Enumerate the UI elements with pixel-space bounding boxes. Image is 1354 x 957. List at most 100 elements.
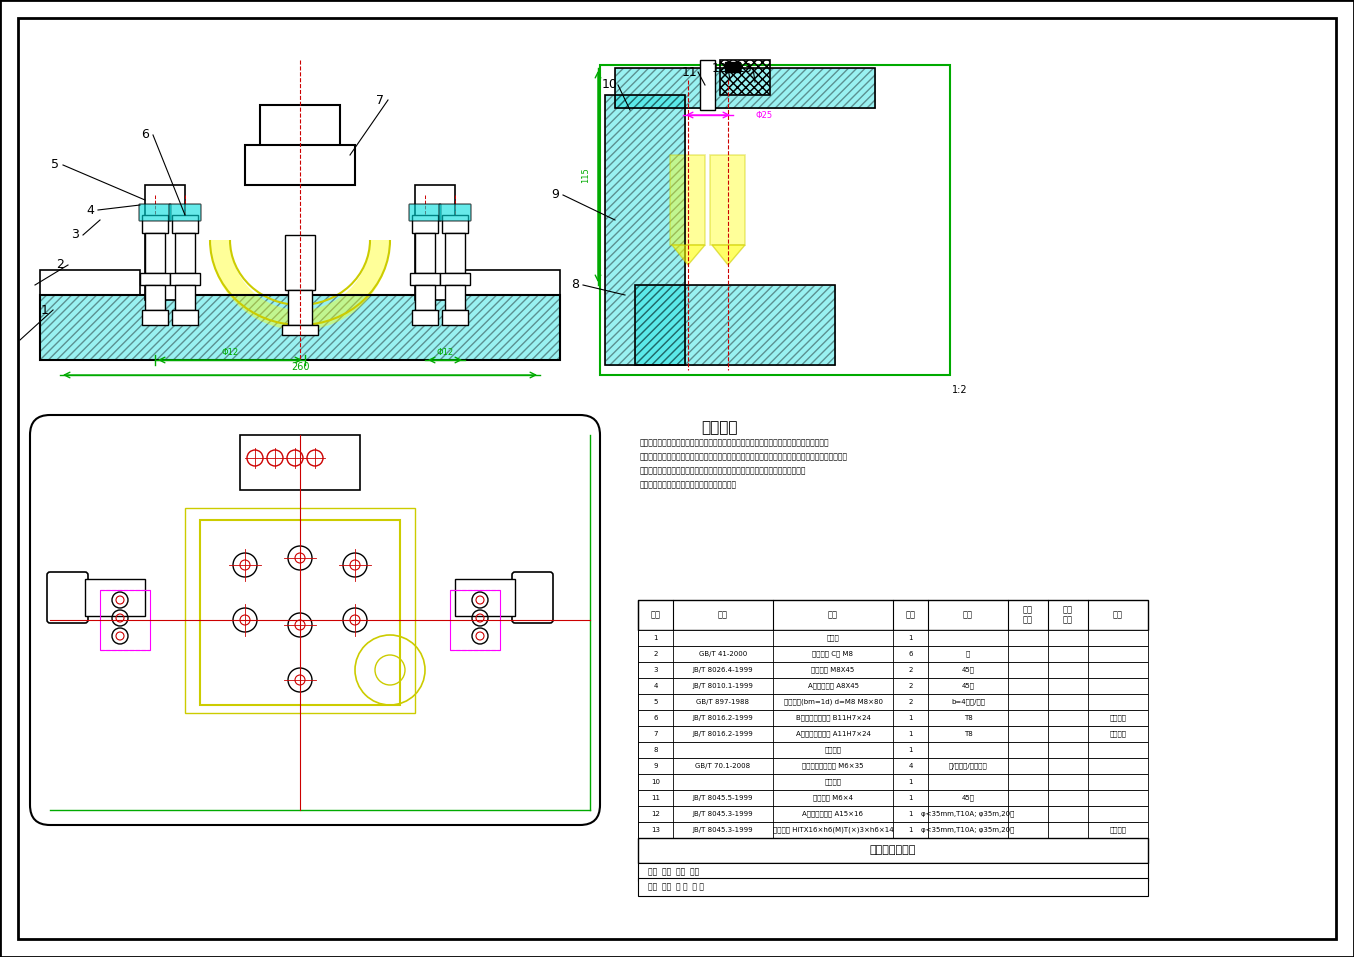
- Text: Φ12: Φ12: [436, 348, 454, 357]
- Bar: [245, 145, 355, 185]
- Bar: [638, 863, 1148, 881]
- Text: 夹具体: 夹具体: [827, 634, 839, 641]
- Text: b=4，规/材料: b=4，规/材料: [951, 699, 984, 705]
- Text: 10: 10: [603, 78, 617, 92]
- Text: 规格材料: 规格材料: [1109, 731, 1127, 737]
- Text: JB/T 8026.4-1999: JB/T 8026.4-1999: [693, 667, 753, 673]
- Text: GB/T 897-1988: GB/T 897-1988: [696, 699, 750, 705]
- Text: 115: 115: [581, 167, 590, 183]
- FancyBboxPatch shape: [30, 415, 600, 825]
- Bar: [414, 185, 455, 300]
- Bar: [175, 233, 195, 273]
- Text: 调节支承 M8X45: 调节支承 M8X45: [811, 667, 854, 674]
- Bar: [145, 285, 165, 310]
- Text: 1: 1: [909, 635, 913, 641]
- Text: 钻套螺钉 M6×4: 钻套螺钉 M6×4: [812, 794, 853, 801]
- Text: A型移动压板 A8X45: A型移动压板 A8X45: [807, 682, 858, 689]
- FancyBboxPatch shape: [439, 204, 471, 221]
- Text: 8: 8: [653, 747, 658, 753]
- Bar: [700, 60, 715, 110]
- Bar: [414, 233, 435, 273]
- Text: Φ25: Φ25: [756, 110, 772, 120]
- Text: T8: T8: [964, 731, 972, 737]
- FancyBboxPatch shape: [47, 572, 88, 623]
- Text: 2: 2: [654, 651, 658, 657]
- Text: B型固定式定位销 B11H7×24: B型固定式定位销 B11H7×24: [796, 715, 871, 722]
- Bar: [450, 590, 500, 650]
- Bar: [100, 590, 150, 650]
- Bar: [185, 508, 414, 713]
- Bar: [638, 790, 1148, 806]
- Text: 260: 260: [291, 362, 309, 372]
- Text: JB/T 8045.3-1999: JB/T 8045.3-1999: [693, 827, 753, 833]
- Bar: [441, 310, 468, 325]
- Text: GB/T 70.1-2008: GB/T 70.1-2008: [696, 763, 750, 769]
- Text: 4: 4: [87, 204, 93, 216]
- Bar: [41, 295, 561, 360]
- Text: 13: 13: [651, 827, 659, 833]
- Text: 1: 1: [909, 731, 913, 737]
- Text: 比例  日期  共 页  第 页: 比例 日期 共 页 第 页: [649, 882, 704, 892]
- Text: 1: 1: [909, 827, 913, 833]
- Bar: [605, 95, 685, 365]
- Text: 11: 11: [651, 795, 659, 801]
- Text: 2: 2: [909, 683, 913, 689]
- FancyBboxPatch shape: [409, 204, 441, 221]
- Polygon shape: [672, 245, 705, 265]
- Bar: [288, 290, 311, 325]
- Text: 1: 1: [653, 635, 658, 641]
- Bar: [615, 68, 875, 108]
- Text: 1: 1: [41, 303, 49, 317]
- Bar: [670, 155, 705, 245]
- FancyBboxPatch shape: [512, 572, 552, 623]
- Bar: [615, 68, 875, 108]
- Text: 零件在装配前必须清理和清洁干净，不得有毛刺、飞边、氧化皮、锈蚀、切屑、油污、着色剂和灰尘。: 零件在装配前必须清理和清洁干净，不得有毛刺、飞边、氧化皮、锈蚀、切屑、油污、着色…: [640, 452, 848, 461]
- Bar: [709, 155, 745, 245]
- Text: A型钻套用衬套 A15×16: A型钻套用衬套 A15×16: [803, 811, 864, 817]
- Text: 5: 5: [654, 699, 658, 705]
- Bar: [142, 215, 168, 233]
- Bar: [445, 233, 464, 273]
- Bar: [460, 270, 561, 295]
- Bar: [638, 630, 1148, 646]
- Text: 材料: 材料: [963, 611, 974, 619]
- Text: 2: 2: [909, 667, 913, 673]
- Text: 2: 2: [56, 258, 64, 272]
- Bar: [41, 295, 561, 360]
- Bar: [605, 95, 685, 365]
- Wedge shape: [210, 240, 390, 330]
- Bar: [638, 878, 1148, 896]
- Text: 4: 4: [909, 763, 913, 769]
- Text: 1: 1: [909, 779, 913, 785]
- Text: JB/T 8045.3-1999: JB/T 8045.3-1999: [693, 811, 753, 817]
- Bar: [440, 273, 470, 285]
- Text: 45钢: 45钢: [961, 794, 975, 801]
- Text: 六角螺母 C级 M8: 六角螺母 C级 M8: [812, 651, 853, 657]
- Text: 9: 9: [653, 763, 658, 769]
- Text: 序号: 序号: [650, 611, 661, 619]
- Polygon shape: [712, 245, 745, 265]
- Text: 规格材料: 规格材料: [1109, 827, 1127, 834]
- Text: 钻模支架: 钻模支架: [825, 779, 841, 786]
- Text: 3: 3: [70, 229, 79, 241]
- Bar: [638, 758, 1148, 774]
- Text: GB/T 41-2000: GB/T 41-2000: [699, 651, 747, 657]
- Text: 6: 6: [141, 128, 149, 142]
- Text: JB/T 8010.1-1999: JB/T 8010.1-1999: [692, 683, 753, 689]
- Bar: [638, 710, 1148, 726]
- Text: JB/T 8016.2-1999: JB/T 8016.2-1999: [693, 715, 753, 721]
- Bar: [638, 678, 1148, 694]
- Text: 4: 4: [654, 683, 658, 689]
- Text: 2: 2: [909, 699, 913, 705]
- Bar: [171, 273, 200, 285]
- Text: A型固定式定位销 A11H7×24: A型固定式定位销 A11H7×24: [796, 731, 871, 737]
- Bar: [139, 273, 171, 285]
- Bar: [410, 273, 440, 285]
- Text: 1: 1: [909, 747, 913, 753]
- Bar: [638, 742, 1148, 758]
- FancyBboxPatch shape: [169, 204, 200, 221]
- Text: 45钢: 45钢: [961, 667, 975, 674]
- Text: 5: 5: [51, 159, 60, 171]
- Text: 8: 8: [571, 278, 580, 292]
- Text: 内六角圆柱头螺钉 M6×35: 内六角圆柱头螺钉 M6×35: [803, 763, 864, 769]
